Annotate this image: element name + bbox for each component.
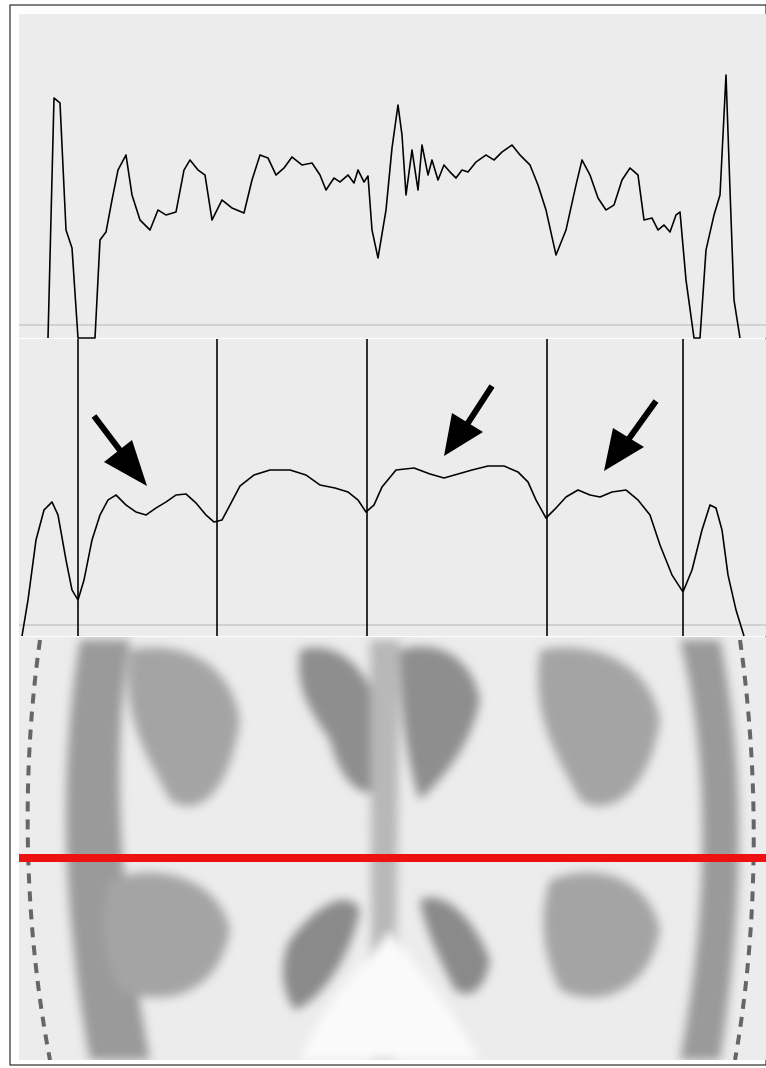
raw-profile [47, 74, 741, 339]
mri-image [19, 637, 766, 1060]
arrow [91, 414, 147, 486]
profile-line [19, 854, 766, 862]
profile-panel-raw [19, 14, 766, 338]
arrow [604, 399, 659, 471]
profile-panel-smoothed [19, 339, 766, 636]
smoothed-profile [21, 465, 745, 637]
arrow [444, 384, 495, 456]
